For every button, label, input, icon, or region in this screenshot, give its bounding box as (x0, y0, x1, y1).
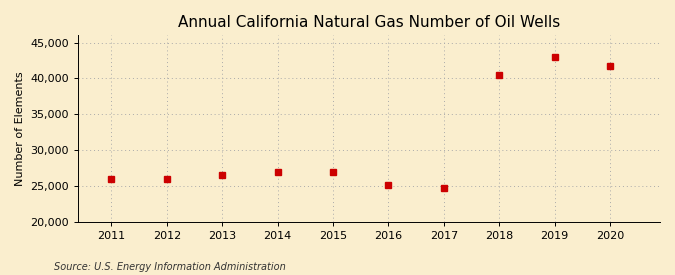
Y-axis label: Number of Elements: Number of Elements (15, 71, 25, 186)
Text: Source: U.S. Energy Information Administration: Source: U.S. Energy Information Administ… (54, 262, 286, 272)
Title: Annual California Natural Gas Number of Oil Wells: Annual California Natural Gas Number of … (178, 15, 560, 30)
